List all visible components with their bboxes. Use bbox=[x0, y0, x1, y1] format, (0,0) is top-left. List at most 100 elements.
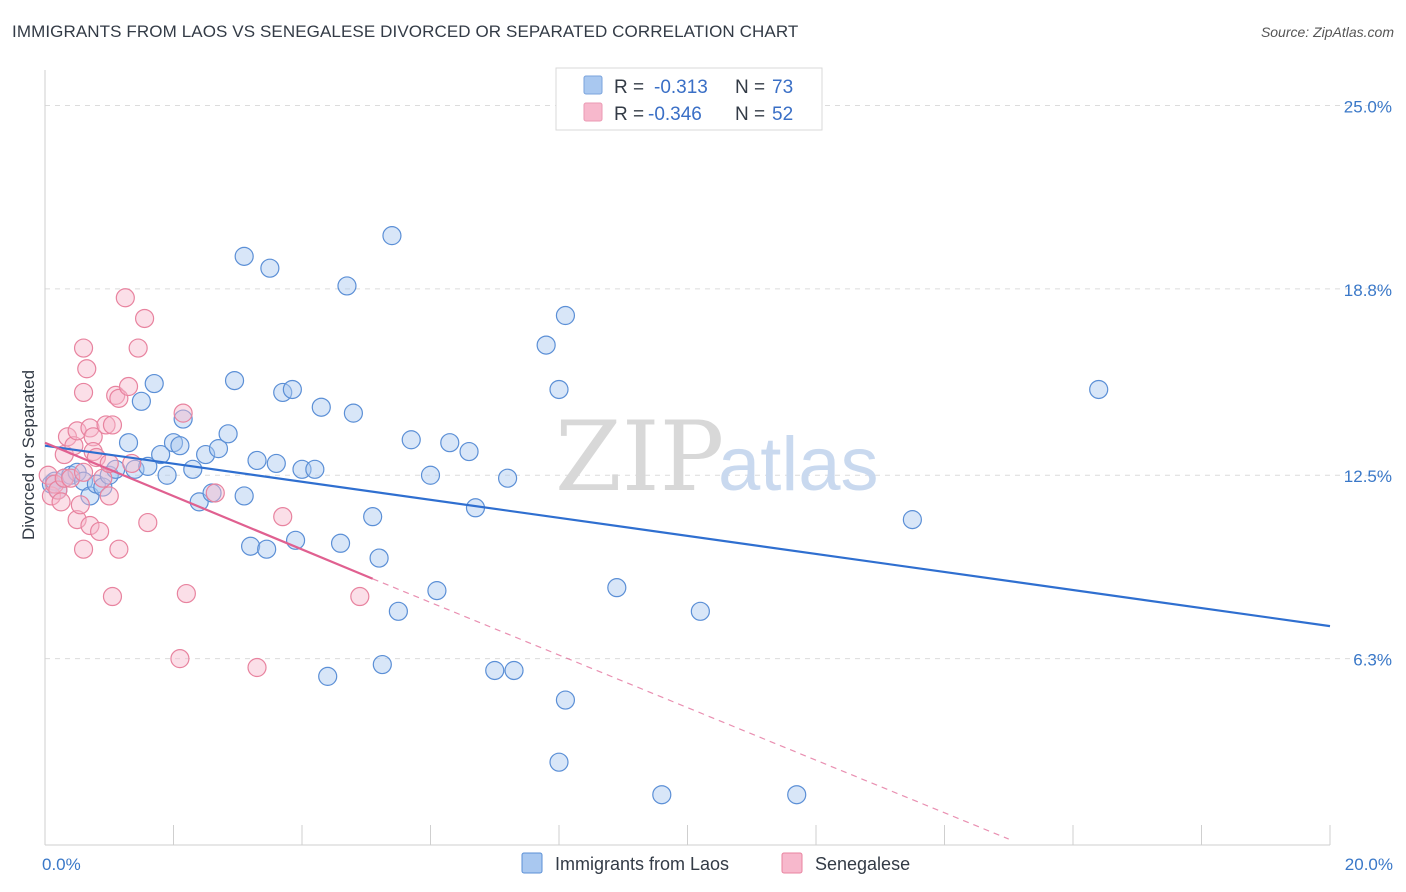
point-laos bbox=[401, 430, 421, 450]
point-laos bbox=[157, 465, 177, 485]
source-label: Source: ZipAtlas.com bbox=[1260, 24, 1394, 40]
point-laos bbox=[260, 258, 280, 278]
point-senegalese bbox=[48, 480, 68, 500]
series-swatch-laos bbox=[521, 852, 543, 874]
point-laos bbox=[170, 436, 190, 456]
y-tick-label: 18.8% bbox=[1344, 281, 1392, 300]
series-label-laos: Immigrants from Laos bbox=[555, 854, 729, 874]
point-senegalese bbox=[80, 515, 100, 536]
point-senegalese bbox=[247, 657, 267, 678]
point-senegalese bbox=[99, 486, 119, 506]
point-laos bbox=[234, 246, 254, 266]
x-tick-label: 20.0% bbox=[1345, 855, 1393, 874]
point-laos bbox=[902, 510, 922, 530]
point-laos bbox=[173, 409, 193, 429]
point-laos bbox=[224, 370, 245, 391]
point-senegalese bbox=[109, 539, 129, 559]
legend-n-label-senegalese: N = bbox=[735, 104, 765, 125]
point-laos bbox=[427, 581, 447, 601]
x-tick-labels: 0.0% 20.0% bbox=[42, 855, 1393, 874]
point-senegalese bbox=[73, 338, 94, 358]
point-laos bbox=[652, 785, 672, 805]
point-senegalese bbox=[83, 427, 103, 447]
point-senegalese bbox=[205, 483, 225, 503]
point-senegalese bbox=[118, 376, 139, 397]
point-laos bbox=[257, 539, 277, 559]
legend-n-value-laos: 73 bbox=[772, 77, 793, 98]
legend-r-value-laos: -0.313 bbox=[654, 77, 708, 98]
point-laos bbox=[266, 453, 286, 474]
point-senegalese bbox=[273, 507, 293, 527]
point-laos bbox=[183, 459, 203, 479]
point-senegalese bbox=[54, 468, 74, 488]
point-senegalese bbox=[350, 586, 370, 607]
point-senegalese bbox=[115, 288, 135, 308]
point-laos bbox=[247, 450, 267, 471]
data-points bbox=[38, 226, 1109, 805]
point-laos bbox=[151, 444, 171, 465]
point-laos bbox=[382, 226, 402, 246]
watermark: ZIP atlas bbox=[555, 401, 879, 513]
y-tick-labels: 6.3% 12.5% 18.8% 25.0% bbox=[1344, 97, 1392, 669]
point-laos bbox=[218, 424, 238, 444]
point-laos bbox=[138, 456, 158, 476]
trend-extension-senegalese bbox=[372, 578, 1009, 840]
point-senegalese bbox=[77, 359, 97, 379]
legend-swatch-laos bbox=[583, 75, 603, 95]
point-senegalese bbox=[134, 308, 155, 329]
trend-lines bbox=[44, 441, 1331, 840]
point-laos bbox=[1089, 379, 1109, 400]
legend-n-value-senegalese: 52 bbox=[772, 104, 793, 125]
y-tick-label: 6.3% bbox=[1353, 651, 1392, 670]
point-laos bbox=[337, 276, 357, 296]
point-laos bbox=[208, 439, 229, 459]
point-laos bbox=[311, 397, 331, 417]
legend-r-label-laos: R = bbox=[614, 77, 644, 98]
point-senegalese bbox=[173, 403, 193, 423]
point-senegalese bbox=[102, 415, 123, 435]
x-tick-label: 0.0% bbox=[42, 855, 81, 874]
point-laos bbox=[330, 533, 351, 553]
point-senegalese bbox=[128, 338, 148, 358]
series-legend: Immigrants from Laos Senegalese bbox=[521, 852, 910, 874]
legend-swatch-senegalese bbox=[583, 102, 603, 122]
point-senegalese bbox=[170, 649, 190, 669]
point-laos bbox=[241, 536, 261, 556]
point-laos bbox=[549, 752, 569, 772]
point-laos bbox=[555, 690, 576, 710]
point-laos bbox=[369, 548, 389, 568]
point-laos bbox=[282, 379, 302, 400]
point-laos bbox=[420, 465, 441, 485]
point-laos bbox=[343, 403, 363, 423]
stats-legend: R = -0.313 N = 73 R = -0.346 N = 52 bbox=[555, 67, 823, 131]
point-laos bbox=[555, 305, 576, 326]
point-senegalese bbox=[73, 539, 94, 559]
grid-lines bbox=[45, 104, 1390, 660]
point-senegalese bbox=[70, 495, 90, 515]
point-laos bbox=[549, 379, 569, 400]
point-senegalese bbox=[102, 586, 123, 607]
point-laos bbox=[144, 373, 164, 394]
point-laos bbox=[318, 666, 338, 686]
trend-line-laos bbox=[44, 444, 1331, 628]
point-laos bbox=[440, 433, 460, 453]
point-laos bbox=[536, 335, 556, 355]
axes bbox=[44, 70, 1331, 846]
legend-r-label-senegalese: R = bbox=[614, 104, 644, 125]
watermark-atlas: atlas bbox=[718, 422, 879, 507]
point-laos bbox=[787, 785, 807, 805]
point-laos bbox=[607, 578, 627, 598]
series-label-senegalese: Senegalese bbox=[815, 854, 910, 874]
point-laos bbox=[485, 660, 505, 681]
point-senegalese bbox=[90, 521, 110, 542]
point-senegalese bbox=[73, 462, 94, 482]
point-laos bbox=[305, 459, 325, 479]
point-senegalese bbox=[138, 512, 158, 533]
chart-title: IMMIGRANTS FROM LAOS VS SENEGALESE DIVOR… bbox=[12, 22, 799, 41]
point-laos bbox=[131, 391, 151, 411]
y-axis-label: Divorced or Separated bbox=[19, 370, 38, 540]
series-swatch-senegalese bbox=[781, 852, 803, 874]
legend-n-label-laos: N = bbox=[735, 77, 765, 98]
trend-line-senegalese bbox=[44, 441, 374, 580]
